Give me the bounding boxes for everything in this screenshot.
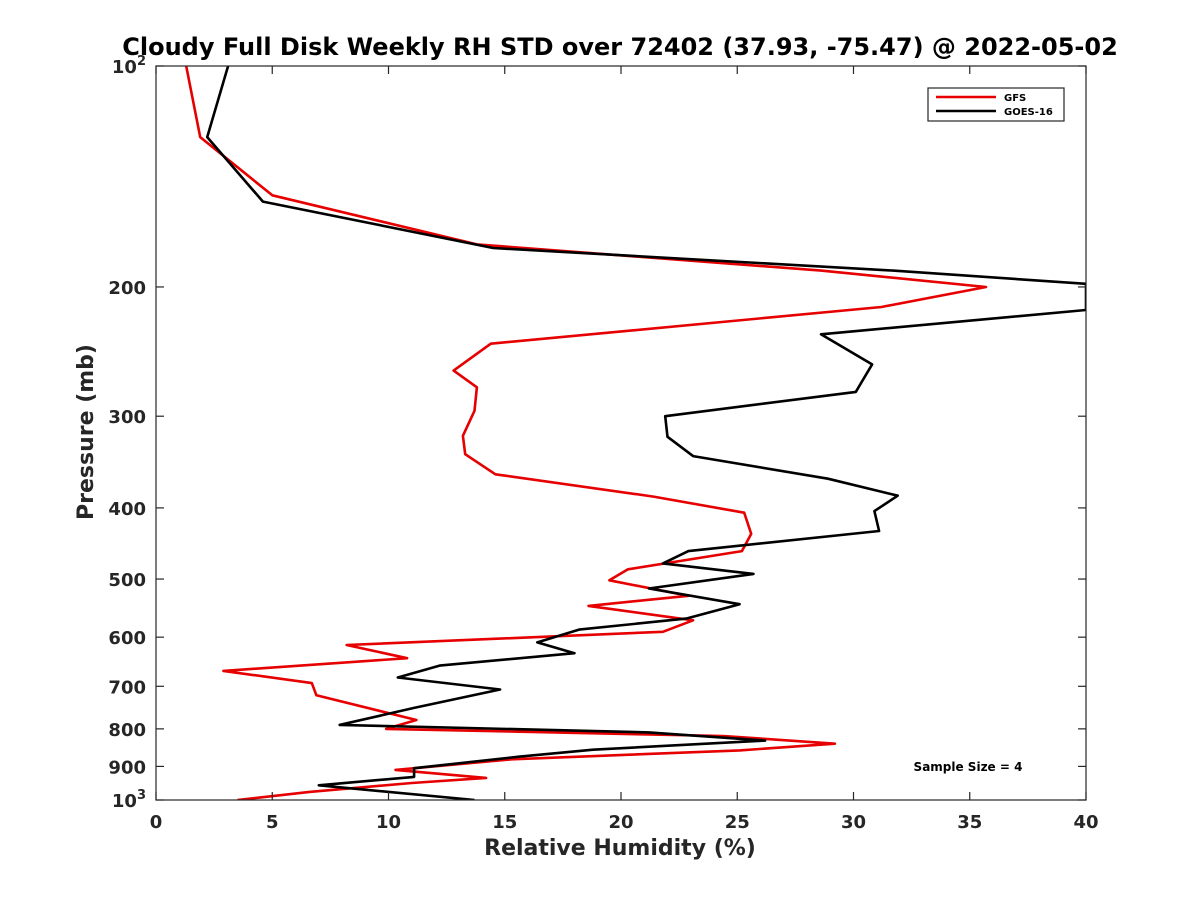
y-tick-label: 800 — [108, 720, 146, 741]
legend-box — [927, 87, 1065, 122]
x-tick-label: 15 — [492, 812, 517, 833]
y-tick-label: 300 — [108, 407, 146, 428]
x-tick-label: 10 — [376, 812, 401, 833]
y-tick-label: 200 — [108, 278, 146, 299]
series-layer — [184, 66, 1086, 800]
y-tick-label: 102 — [112, 54, 146, 78]
x-tick-label: 25 — [725, 812, 750, 833]
x-tick-label: 5 — [266, 812, 279, 833]
x-axis-label: Relative Humidity (%) — [484, 836, 756, 861]
x-tick-label: 30 — [841, 812, 866, 833]
y-tick-label: 500 — [108, 570, 146, 591]
x-axis: 0 5 10 15 20 25 30 35 40 — [150, 66, 1099, 833]
sample-size-annotation: Sample Size = 4 — [914, 760, 1023, 774]
series-line-goes-16 — [205, 66, 1086, 800]
chart-title: Cloudy Full Disk Weekly RH STD over 7240… — [122, 33, 1118, 61]
x-tick-label: 35 — [957, 812, 982, 833]
legend: GFS GOES-16 — [927, 87, 1065, 122]
y-axis: 102 200 300 400 500 600 700 800 900 103 — [108, 54, 1086, 812]
x-tick-label: 0 — [150, 812, 163, 833]
y-tick-label: 700 — [108, 677, 146, 698]
y-axis-label: Pressure (mb) — [74, 344, 99, 520]
y-tick-label: 900 — [108, 757, 146, 778]
x-tick-label: 40 — [1073, 812, 1098, 833]
x-tick-label: 20 — [608, 812, 633, 833]
y-tick-label: 600 — [108, 628, 146, 649]
y-tick-label: 400 — [108, 499, 146, 520]
legend-label: GOES-16 — [1004, 107, 1053, 118]
plot-frame — [155, 65, 1087, 801]
legend-label: GFS — [1004, 93, 1026, 104]
y-tick-label: 103 — [112, 788, 146, 812]
series-line-gfs — [184, 66, 988, 800]
